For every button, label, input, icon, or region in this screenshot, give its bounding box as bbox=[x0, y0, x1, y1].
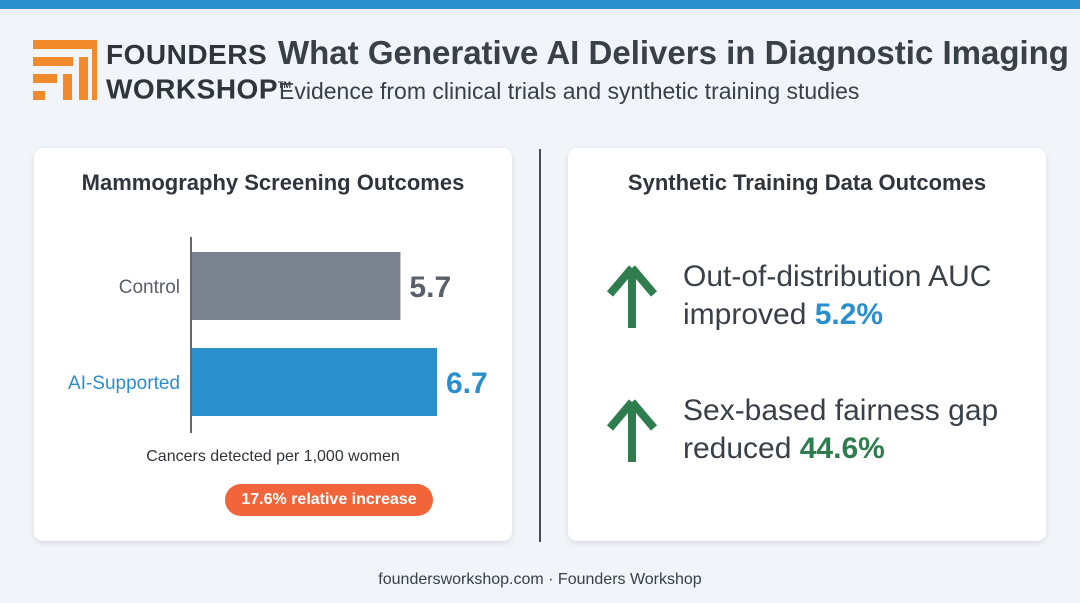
category-label-control: Control bbox=[119, 277, 180, 298]
metric-fairness-gap: Sex-based fairness gap reduced 44.6% bbox=[568, 392, 1046, 482]
value-label-control: 5.7 bbox=[409, 271, 451, 304]
metric-ood-auc-text: Out-of-distribution AUC improved 5.2% bbox=[683, 258, 991, 334]
trademark-mark: TM bbox=[278, 80, 291, 90]
mammography-card-title: Mammography Screening Outcomes bbox=[81, 170, 465, 195]
brand-line-2: WORKSHOPTM bbox=[106, 70, 291, 104]
synthetic-training-card: Synthetic Training Data Outcomes Out-of-… bbox=[568, 148, 1046, 541]
arrow-up-icon bbox=[606, 399, 658, 462]
synthetic-card-title: Synthetic Training Data Outcomes bbox=[627, 170, 987, 195]
metric-ood-auc-line1: Out-of-distribution AUC bbox=[683, 260, 992, 293]
chart-axis-caption: Cancers detected per 1,000 women bbox=[146, 448, 400, 465]
brand-line-1: FOUNDERS bbox=[106, 39, 268, 70]
relative-increase-badge: 17.6% relative increase bbox=[225, 484, 433, 516]
metric-fairness-gap-line1: Sex-based fairness gap bbox=[683, 394, 999, 427]
bar-ai-supported bbox=[192, 348, 437, 416]
bar-control bbox=[192, 252, 401, 320]
card-divider bbox=[539, 149, 541, 542]
metric-fairness-gap-text: Sex-based fairness gap reduced 44.6% bbox=[683, 392, 998, 468]
metric-fairness-gap-value: 44.6% bbox=[799, 432, 885, 465]
founders-workshop-logo-icon bbox=[33, 40, 97, 100]
value-label-ai-supported: 6.7 bbox=[446, 367, 488, 400]
arrow-up-icon bbox=[606, 265, 658, 328]
mammography-card: Mammography Screening Outcomes Control 5.… bbox=[34, 148, 512, 541]
brand-name: FOUNDERS WORKSHOPTM bbox=[106, 40, 291, 104]
metric-ood-auc-line2: improved 5.2% bbox=[683, 296, 991, 334]
category-label-ai-supported: AI-Supported bbox=[68, 373, 180, 394]
page-subtitle: Evidence from clinical trials and synthe… bbox=[279, 78, 860, 104]
metric-fairness-gap-line2: reduced 44.6% bbox=[683, 430, 998, 468]
metric-fairness-gap-prefix: reduced bbox=[683, 432, 800, 465]
metric-ood-auc: Out-of-distribution AUC improved 5.2% bbox=[568, 258, 1046, 348]
page-title: What Generative AI Delivers in Diagnosti… bbox=[278, 34, 1069, 71]
footer-credit: foundersworkshop.com · Founders Workshop bbox=[378, 571, 702, 588]
brand-line-2-text: WORKSHOP bbox=[106, 73, 278, 105]
metric-ood-auc-prefix: improved bbox=[683, 298, 815, 331]
metric-ood-auc-value: 5.2% bbox=[814, 298, 884, 331]
mammography-bar-chart: Control 5.7 AI-Supported 6.7 bbox=[68, 237, 488, 433]
top-accent-stripe bbox=[0, 0, 1080, 9]
